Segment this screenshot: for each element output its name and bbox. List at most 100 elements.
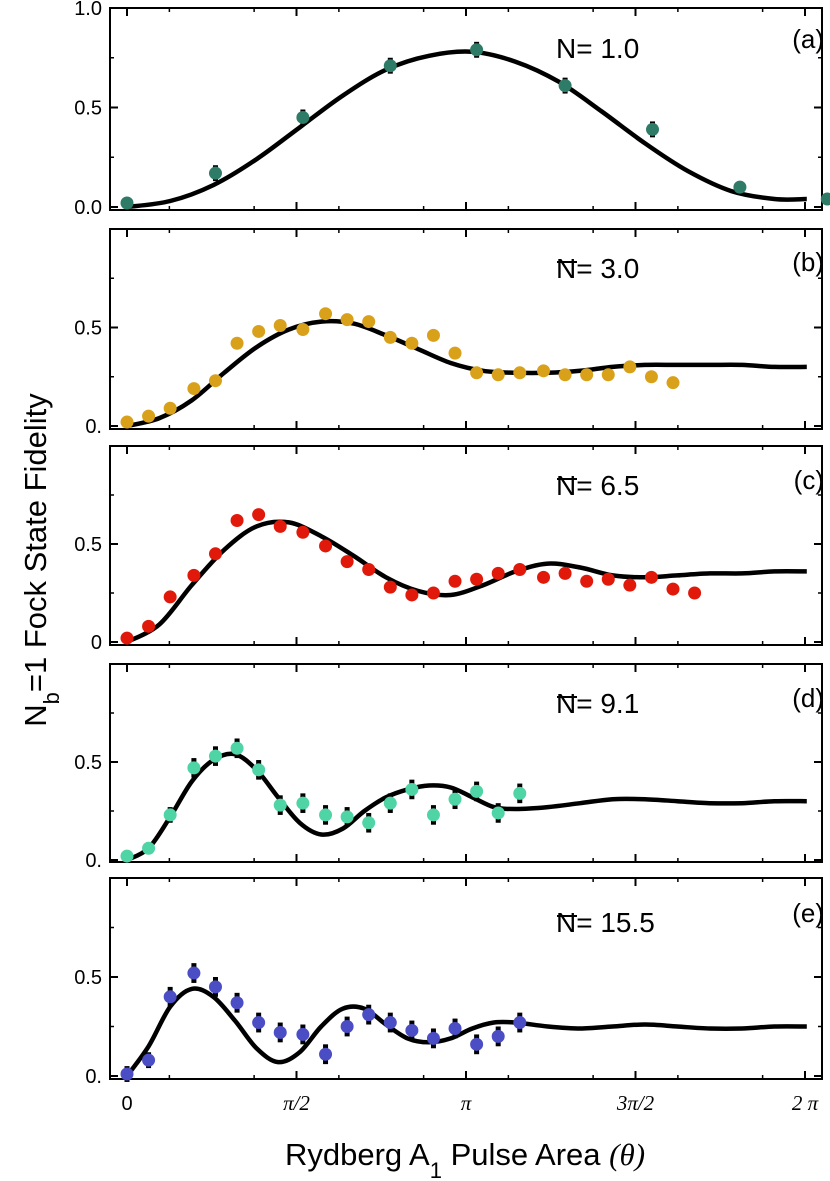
n-label: N= 15.5 xyxy=(556,907,655,938)
data-point xyxy=(319,1047,333,1061)
panels-group: 0.0 0.5 1.0 N= 1.0 (a) 0. 0.5 N= 3.0 (b) 0 0.5 N= 6… xyxy=(74,0,830,1088)
data-point xyxy=(296,796,310,810)
panel-label: (e) xyxy=(792,898,824,928)
data-point xyxy=(448,574,462,588)
data-point xyxy=(646,122,660,136)
data-point xyxy=(296,525,310,539)
data-point xyxy=(163,808,177,822)
data-point xyxy=(426,808,440,822)
panel-frame xyxy=(109,445,823,646)
data-point xyxy=(142,1053,156,1067)
data-point xyxy=(362,1008,376,1022)
data-point xyxy=(120,415,134,429)
data-point xyxy=(340,810,354,824)
data-point xyxy=(208,749,222,763)
y-tick-label: 0.5 xyxy=(74,534,102,556)
data-point xyxy=(383,1016,397,1030)
y-tick-label: 0. xyxy=(85,850,102,872)
data-point xyxy=(252,763,266,777)
data-point xyxy=(601,368,615,382)
data-point xyxy=(120,196,134,210)
data-point xyxy=(362,816,376,830)
panel-e: 0. 0.5 N= 15.5 (e) xyxy=(74,877,824,1088)
x-tick-label: π xyxy=(461,1091,472,1115)
data-point xyxy=(362,315,376,329)
x-tick-labels: 0 π/2 π 3π/2 2 π xyxy=(121,1091,818,1115)
data-point xyxy=(405,782,419,796)
data-point xyxy=(733,180,747,194)
data-point xyxy=(230,336,244,350)
data-point xyxy=(470,1037,484,1051)
data-point xyxy=(644,570,658,584)
data-point xyxy=(252,1016,266,1030)
n-label: N= 9.1 xyxy=(556,688,639,719)
data-point xyxy=(273,319,287,333)
data-point xyxy=(187,966,201,980)
y-tick-label: 1.0 xyxy=(74,0,102,20)
data-point xyxy=(273,519,287,533)
data-point xyxy=(623,578,637,592)
x-tick-label: 0 xyxy=(121,1093,132,1115)
panel-frame xyxy=(109,228,823,430)
data-point xyxy=(405,336,419,350)
fit-curve xyxy=(125,751,807,862)
data-point xyxy=(558,368,572,382)
data-point xyxy=(558,79,572,93)
data-point xyxy=(163,990,177,1004)
data-point xyxy=(142,841,156,855)
data-point xyxy=(383,796,397,810)
y-tick-label: 0.5 xyxy=(74,967,102,989)
data-point xyxy=(513,1016,527,1030)
data-point xyxy=(120,631,134,645)
n-label: N= 3.0 xyxy=(556,253,639,284)
data-point xyxy=(142,619,156,633)
data-point xyxy=(252,324,266,338)
data-point xyxy=(580,574,594,588)
data-point xyxy=(405,1023,419,1037)
data-point xyxy=(426,1031,440,1045)
n-label: N= 6.5 xyxy=(556,470,639,501)
data-point xyxy=(426,328,440,342)
data-point xyxy=(491,368,505,382)
panel-label: (c) xyxy=(794,465,824,495)
data-point xyxy=(491,1029,505,1043)
data-point xyxy=(470,43,484,57)
data-point xyxy=(383,330,397,344)
data-point xyxy=(230,513,244,527)
data-point xyxy=(319,307,333,321)
data-point xyxy=(340,313,354,327)
data-point xyxy=(362,562,376,576)
data-point xyxy=(601,572,615,586)
panel-d: 0. 0.5 N= 9.1 (d) xyxy=(74,663,824,872)
fit-curve xyxy=(125,519,807,645)
y-tick-label: 0. xyxy=(85,1066,102,1088)
data-point xyxy=(120,849,134,863)
data-point xyxy=(163,401,177,415)
y-tick-label: 0.5 xyxy=(74,752,102,774)
data-point xyxy=(296,322,310,336)
data-point xyxy=(513,786,527,800)
data-point xyxy=(558,566,572,580)
data-point xyxy=(470,572,484,586)
data-point xyxy=(142,409,156,423)
data-point xyxy=(644,370,658,384)
data-point xyxy=(252,508,266,522)
data-point xyxy=(187,382,201,396)
data-point xyxy=(340,1020,354,1033)
fit-curve xyxy=(125,986,807,1078)
data-point xyxy=(163,590,177,604)
data-point xyxy=(187,568,201,582)
x-tick-label: 2 π xyxy=(792,1091,819,1115)
data-point xyxy=(491,566,505,580)
data-point xyxy=(666,582,680,596)
data-point xyxy=(513,366,527,380)
data-point xyxy=(537,570,551,584)
data-point xyxy=(537,364,551,378)
panel-b: 0. 0.5 N= 3.0 (b) xyxy=(74,228,824,438)
y-tick-label: 0 xyxy=(91,632,102,654)
data-point xyxy=(688,586,702,600)
data-point xyxy=(230,741,244,755)
data-point xyxy=(513,562,527,576)
n-label: N= 1.0 xyxy=(556,33,639,64)
